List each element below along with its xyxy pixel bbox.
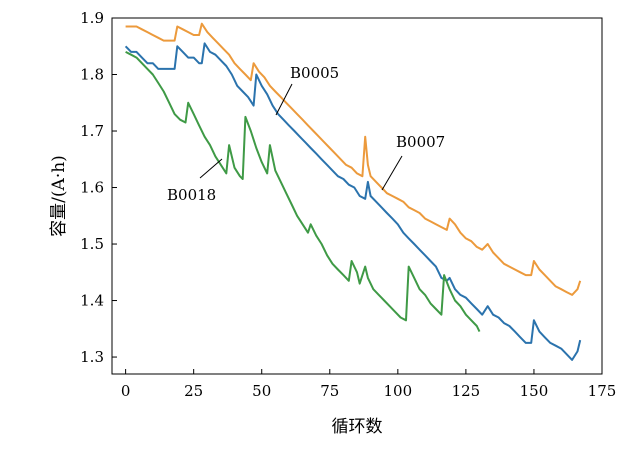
y-tick-label: 1.8 xyxy=(80,66,104,84)
x-axis: 0 25 50 75 100 125 150 175 xyxy=(121,369,616,400)
x-tick-label: 100 xyxy=(384,382,413,400)
series-label-b0018: B0018 xyxy=(167,186,216,204)
x-tick-label: 0 xyxy=(121,382,131,400)
x-tick-label: 25 xyxy=(184,382,203,400)
x-axis-title: 循环数 xyxy=(332,417,383,437)
annotation-leader-line xyxy=(275,83,293,116)
x-tick-label: 125 xyxy=(452,382,481,400)
series-layer xyxy=(124,22,582,361)
x-tick-label: 175 xyxy=(588,382,617,400)
y-tick-label: 1.3 xyxy=(80,348,104,366)
series-label-b0005: B0005 xyxy=(290,64,339,82)
y-tick-label: 1.5 xyxy=(80,235,104,253)
y-tick-label: 1.9 xyxy=(80,9,104,27)
series-label-b0007: B0007 xyxy=(396,133,445,151)
x-tick-label: 50 xyxy=(252,382,271,400)
annotation-leader-line xyxy=(199,158,223,179)
y-tick-label: 1.4 xyxy=(80,292,104,310)
annotation-leader-line xyxy=(381,155,403,191)
plot-frame xyxy=(111,17,603,375)
series-line-b0007 xyxy=(125,22,582,296)
y-tick-label: 1.6 xyxy=(80,179,104,197)
y-tick-label: 1.7 xyxy=(80,122,104,140)
x-tick-label: 75 xyxy=(320,382,339,400)
y-axis: 1.3 1.4 1.5 1.6 1.7 1.8 1.9 xyxy=(80,9,117,366)
annotation-layer: B0005 B0007 B0018 xyxy=(167,64,445,204)
series-line-b0018 xyxy=(125,51,481,333)
x-tick-label: 150 xyxy=(520,382,549,400)
y-axis-title: 容量/(A·h) xyxy=(49,155,69,237)
series-line-b0005 xyxy=(124,42,582,361)
